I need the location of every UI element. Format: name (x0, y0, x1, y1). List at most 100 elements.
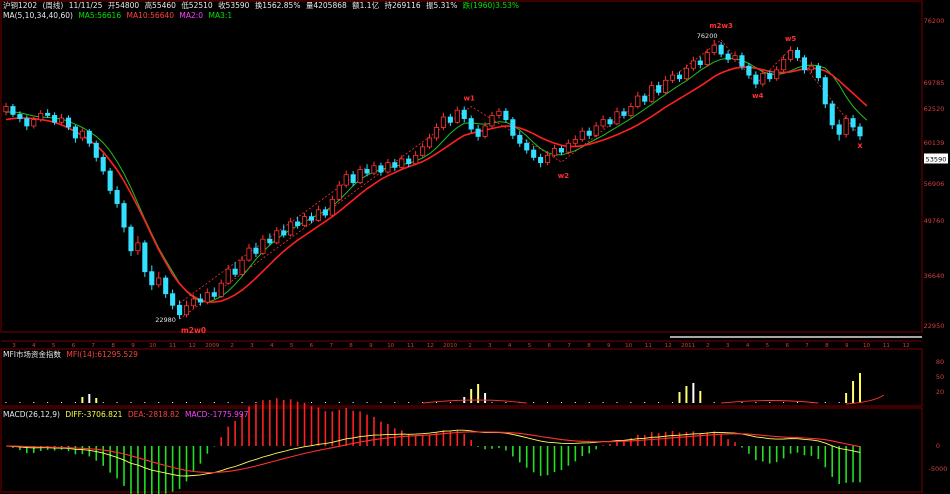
candle-body (697, 60, 703, 65)
date-axis-label: 8 (825, 343, 829, 349)
candle-body (426, 137, 433, 148)
candle-body (281, 230, 287, 236)
date-axis-label: 8 (587, 343, 591, 349)
candle-body (142, 242, 148, 273)
mfi-axis-label: 20 (936, 388, 944, 396)
candle-body (628, 106, 634, 116)
candle-body (600, 119, 606, 127)
candle-body (100, 156, 106, 172)
ma2-value: MA2:0 (179, 11, 204, 20)
quote-header: 沪铜1202 (周线) 11/11/25 开54800 高55460 低5251… (3, 1, 522, 10)
candle-body (843, 118, 849, 135)
mfi-panel-frame (0, 348, 923, 407)
candle-body (545, 154, 551, 164)
candle-body (656, 85, 662, 93)
date-axis-label: 2011 (681, 343, 695, 349)
candle-body (642, 95, 648, 102)
candle-body (836, 124, 842, 135)
date-axis-label: 4 (270, 343, 274, 349)
volume: 量4205868 (305, 1, 347, 10)
candle-body (197, 298, 203, 303)
candle-body (801, 57, 808, 71)
date-axis-label: 7 (567, 343, 571, 349)
date-axis-label: 6 (72, 343, 76, 349)
candle-body (586, 130, 592, 136)
date-axis-label: 7 (329, 343, 333, 349)
candle-body (794, 50, 801, 59)
candle-body (302, 216, 308, 226)
candle-body (475, 128, 481, 137)
candle-body (788, 50, 794, 60)
date-axis-label: 3 (250, 343, 254, 349)
price-axis-label: 36640 (924, 272, 945, 280)
date-axis-label: 5 (52, 343, 56, 349)
last-price-tag: 53590 (926, 155, 947, 163)
date-axis-label: 2010 (443, 343, 457, 349)
candle-body (45, 112, 51, 116)
date-axis-label: 12 (903, 343, 910, 349)
candle-body (385, 162, 391, 173)
candle-body (725, 53, 731, 60)
candle-body (10, 106, 16, 115)
date-axis-label: 3 (12, 343, 16, 349)
date-axis-label: 9 (607, 343, 611, 349)
contract-code: 沪铜1202 (3, 1, 38, 10)
macd-legend: MACD(26,12,9) DIFF:-3706.821 DEA:-2818.8… (3, 410, 251, 419)
macd-label: MACD(26,12,9) (3, 410, 60, 419)
candle-body (58, 117, 65, 123)
mfi-line (422, 394, 885, 405)
mfi-legend: MFI市场资金指数 MFI(14):61295.529 (3, 350, 141, 359)
candle-body (440, 116, 446, 128)
candle-body (163, 277, 169, 295)
date-axis-label: 9 (131, 343, 135, 349)
candle-body (808, 65, 814, 71)
ma3-value: MA3:1 (208, 11, 233, 20)
candle-body (149, 271, 155, 286)
close-price: 收53590 (218, 1, 250, 10)
candle-body (204, 292, 210, 303)
price-axis-label: 69785 (924, 79, 945, 87)
open-interest: 持269116 (384, 1, 421, 10)
candle-body (93, 142, 99, 158)
candle-body (565, 142, 571, 153)
candle-body (239, 259, 245, 275)
amount: 额1.1亿 (352, 1, 380, 10)
wave-label-w2: w2 (558, 172, 569, 180)
candle-body (357, 169, 363, 183)
candle-body (79, 130, 85, 139)
chart-grid (0, 0, 923, 493)
candle-body (177, 304, 183, 316)
candle-body (447, 116, 453, 123)
candle-body (496, 110, 502, 116)
amplitude: 振5.31% (426, 1, 458, 10)
date-axis-label: 11 (407, 343, 414, 349)
price-axis-label: 22950 (924, 322, 945, 330)
candle-body (732, 55, 738, 60)
turnover-ratio: 换1562.85% (254, 1, 301, 10)
candle-body (781, 58, 787, 71)
candle-body (524, 142, 530, 151)
wave-label-x: x (857, 141, 863, 150)
macd-dea-line (5, 431, 861, 474)
date-axis-label: 7 (805, 343, 809, 349)
candle-body (850, 118, 856, 128)
low-price-label: 22980 (155, 316, 176, 324)
candle-body (218, 282, 224, 297)
date-axis-label: 11 (645, 343, 652, 349)
candle-body (170, 293, 176, 306)
macd-axis-label: 0 (936, 442, 940, 450)
macd-dea: DEA:-2818.82 (127, 410, 180, 419)
wave-label-w1: w1 (464, 95, 475, 103)
price-axis-label: 76200 (924, 17, 945, 25)
wave-annotations: 76200 22980 m2w0 w1 w2 m2w3 w4 w5 x (155, 22, 863, 335)
candle-body (454, 109, 460, 123)
candle-body (121, 203, 127, 228)
date-axis-label: 6 (310, 343, 314, 349)
candle-body (538, 156, 544, 164)
axis-labels: 7620069785625206013956906497603664022950… (12, 17, 948, 473)
moving-average-lines (5, 57, 868, 303)
date-axis-label: 11 (169, 343, 176, 349)
candle-body (392, 162, 398, 168)
candle-body (829, 103, 835, 126)
